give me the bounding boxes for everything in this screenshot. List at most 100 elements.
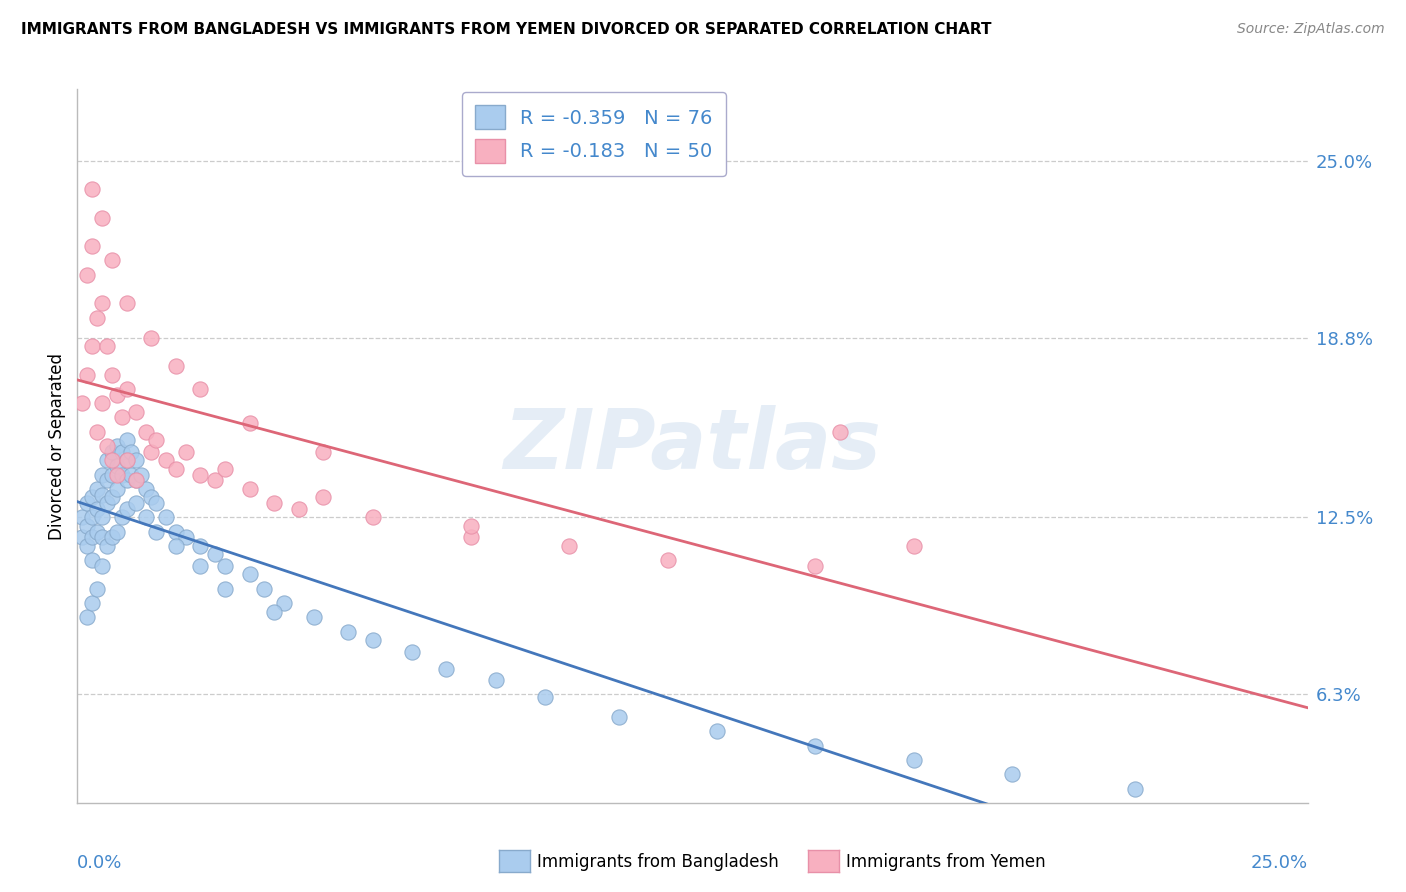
Point xyxy=(214,558,236,573)
Point xyxy=(534,690,557,705)
Point xyxy=(135,510,157,524)
Point xyxy=(90,530,114,544)
Point xyxy=(105,439,128,453)
Point xyxy=(145,524,167,539)
Point xyxy=(90,558,114,573)
Point xyxy=(111,467,132,482)
Point xyxy=(86,524,108,539)
Point xyxy=(165,462,187,476)
Point xyxy=(188,382,212,396)
Point xyxy=(105,458,128,473)
Point xyxy=(263,605,285,619)
Point xyxy=(436,662,458,676)
Point xyxy=(361,510,384,524)
Point xyxy=(125,496,148,510)
Point xyxy=(82,553,104,567)
Point xyxy=(903,539,925,553)
Point xyxy=(485,673,508,687)
Point xyxy=(830,425,852,439)
Point xyxy=(273,596,295,610)
Point xyxy=(76,519,98,533)
Point xyxy=(90,487,114,501)
Point xyxy=(188,558,212,573)
Point xyxy=(312,444,335,458)
Point xyxy=(312,491,335,505)
Point xyxy=(111,410,132,425)
Point xyxy=(125,405,148,419)
Point xyxy=(115,382,138,396)
Point xyxy=(337,624,360,639)
Point xyxy=(70,396,93,410)
Point xyxy=(105,482,128,496)
Point xyxy=(82,530,104,544)
Point xyxy=(86,582,108,596)
Point xyxy=(101,453,124,467)
Point xyxy=(115,501,138,516)
Point xyxy=(86,482,108,496)
Point xyxy=(101,444,124,458)
Point xyxy=(141,444,163,458)
Point xyxy=(86,425,108,439)
Point xyxy=(558,539,581,553)
Point xyxy=(155,510,177,524)
Point xyxy=(96,473,118,487)
Point xyxy=(101,253,124,268)
Point xyxy=(903,753,925,767)
Point xyxy=(82,182,104,196)
Text: IMMIGRANTS FROM BANGLADESH VS IMMIGRANTS FROM YEMEN DIVORCED OR SEPARATED CORREL: IMMIGRANTS FROM BANGLADESH VS IMMIGRANTS… xyxy=(21,22,991,37)
Point xyxy=(121,444,143,458)
Point xyxy=(96,496,118,510)
Point xyxy=(111,510,132,524)
Point xyxy=(302,610,325,624)
Point xyxy=(90,396,114,410)
Point xyxy=(101,368,124,382)
Point xyxy=(145,496,167,510)
Point xyxy=(76,539,98,553)
Point xyxy=(105,524,128,539)
Point xyxy=(460,519,482,533)
Point xyxy=(76,268,98,282)
Point xyxy=(96,339,118,353)
Point xyxy=(86,501,108,516)
Point xyxy=(401,644,423,658)
Point xyxy=(165,524,187,539)
Legend: R = -0.359   N = 76, R = -0.183   N = 50: R = -0.359 N = 76, R = -0.183 N = 50 xyxy=(463,92,725,177)
Point xyxy=(70,510,93,524)
Point xyxy=(86,310,108,325)
Point xyxy=(125,453,148,467)
Point xyxy=(115,296,138,310)
Text: Source: ZipAtlas.com: Source: ZipAtlas.com xyxy=(1237,22,1385,37)
Point xyxy=(657,553,679,567)
Point xyxy=(90,296,114,310)
Point xyxy=(82,491,104,505)
Text: 25.0%: 25.0% xyxy=(1250,855,1308,872)
Point xyxy=(82,239,104,253)
Point xyxy=(165,539,187,553)
Point xyxy=(239,482,262,496)
Point xyxy=(105,387,128,401)
Point xyxy=(125,473,148,487)
Point xyxy=(111,444,132,458)
Point xyxy=(90,211,114,225)
Point xyxy=(174,530,197,544)
Point xyxy=(90,467,114,482)
Point xyxy=(141,491,163,505)
Point xyxy=(76,368,98,382)
Point xyxy=(121,467,143,482)
Point xyxy=(804,739,827,753)
Point xyxy=(204,473,226,487)
Text: 0.0%: 0.0% xyxy=(77,855,122,872)
Text: Immigrants from Bangladesh: Immigrants from Bangladesh xyxy=(537,853,779,871)
Point xyxy=(253,582,276,596)
Point xyxy=(101,530,124,544)
Point xyxy=(239,416,262,430)
Point xyxy=(82,339,104,353)
Point xyxy=(105,467,128,482)
Point xyxy=(115,473,138,487)
Point xyxy=(115,434,138,448)
Point xyxy=(76,610,98,624)
Point xyxy=(70,530,93,544)
Point xyxy=(263,496,285,510)
Point xyxy=(607,710,630,724)
Point xyxy=(96,453,118,467)
